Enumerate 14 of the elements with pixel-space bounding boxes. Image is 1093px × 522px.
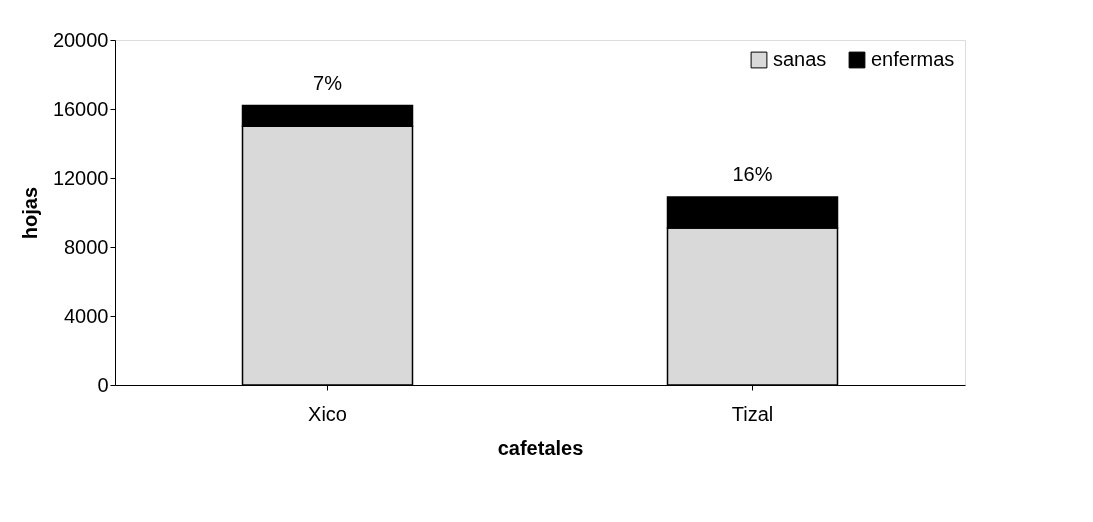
x-tick-label: Xico bbox=[308, 402, 347, 425]
x-tick-label: Tizal bbox=[731, 402, 774, 425]
annotation: 7% bbox=[313, 71, 343, 94]
y-axis-title: hojas bbox=[18, 186, 41, 240]
y-tick-label: 4000 bbox=[64, 304, 109, 327]
y-tick-label: 8000 bbox=[64, 235, 109, 258]
legend-label: enfermas bbox=[871, 48, 955, 70]
x-axis-title: cafetales bbox=[497, 436, 584, 459]
annotation: 16% bbox=[732, 162, 773, 185]
legend-label: sanas bbox=[773, 48, 827, 70]
y-tick-label: 16000 bbox=[52, 97, 109, 120]
y-tick-label: 20000 bbox=[52, 28, 109, 51]
y-tick-label: 12000 bbox=[52, 166, 109, 189]
y-tick-label: 0 bbox=[97, 373, 109, 396]
